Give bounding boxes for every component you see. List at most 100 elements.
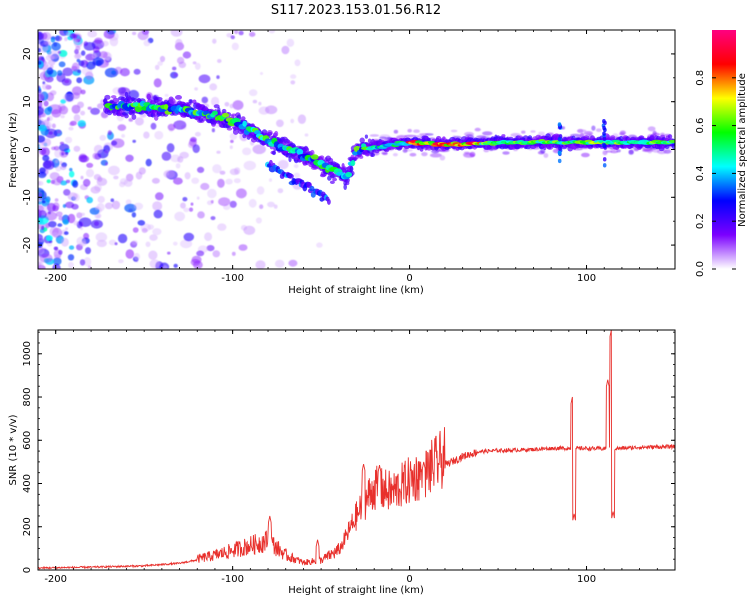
spectrogram-noise-blob: [38, 106, 44, 116]
spectrogram-noise-blob: [231, 42, 239, 51]
spectrogram-signal-halo: [618, 135, 624, 142]
snr-y-tick-label: 200: [22, 517, 33, 536]
spectrogram-y-tick-label: -20: [22, 237, 33, 253]
spectrogram-noise-blob: [65, 151, 69, 155]
spectrogram-signal-halo: [501, 134, 506, 138]
spectrogram-signal-halo: [267, 131, 273, 136]
spectrogram-noise-blob: [83, 178, 91, 187]
spectrogram-noise-blob: [286, 38, 295, 47]
spectrogram-noise-blob: [76, 58, 81, 63]
spectrogram-noise-blob: [83, 232, 90, 240]
spectrogram-noise-blob: [143, 131, 150, 139]
spectrogram-signal-branch: [287, 173, 294, 179]
spectrogram-noise-blob: [65, 136, 73, 144]
spectrogram-noise-blob: [73, 145, 81, 152]
spectrogram-noise-blob: [38, 32, 44, 40]
spectrogram-noise-blob: [277, 159, 289, 170]
spectrogram-signal-halo: [231, 113, 237, 117]
spectrogram-noise-blob: [41, 147, 50, 157]
spectrogram-noise-blob: [421, 152, 428, 157]
spectrogram-noise-blob: [521, 130, 526, 134]
spectrogram-noise-blob: [54, 198, 59, 202]
spectrogram-x-tick-label: -200: [44, 273, 67, 284]
spectrogram-noise-blob: [657, 149, 667, 155]
spectrogram-signal-branch: [269, 159, 273, 167]
colorbar-tick-label: 0.2: [695, 213, 706, 229]
spectrogram-noise-blob: [392, 153, 398, 157]
spectrogram-noise-blob: [51, 109, 62, 118]
spectrogram-noise-blob: [45, 223, 50, 229]
spectrogram-noise-blob: [229, 145, 233, 149]
spectrogram-noise-blob: [77, 101, 84, 109]
spectrogram-noise-blob: [402, 148, 408, 153]
spectrogram-noise-blob: [293, 164, 299, 169]
spectrogram-noise-blob: [153, 78, 162, 88]
spectrogram-y-tick-label: 20: [22, 48, 33, 61]
spectrogram-noise-blob: [79, 259, 86, 266]
spectrogram-noise-blob: [132, 139, 136, 143]
colorbar-tick-label: 0.6: [695, 118, 706, 134]
spectrogram-noise-blob: [108, 239, 117, 246]
spectrogram-noise-blob: [38, 261, 44, 268]
spectrogram-noise-blob: [281, 45, 290, 55]
spectrogram-y-tick-label: 10: [22, 95, 33, 108]
spectrogram-noise-blob: [229, 200, 237, 208]
spectrogram-noise-blob: [67, 192, 78, 201]
spectrogram-noise-blob: [79, 226, 84, 231]
spectrogram-noise-blob: [57, 223, 63, 227]
spectrogram-noise-blob: [204, 232, 213, 242]
spectrogram-noise-blob: [80, 212, 86, 216]
spectrogram-noise-blob: [38, 210, 47, 219]
spectrogram-noise-blob: [192, 61, 197, 65]
spectrogram-noise-blob: [46, 202, 56, 212]
spectrogram-noise-blob: [90, 107, 100, 115]
spectrogram-spike: [602, 157, 607, 162]
spectrogram-signal-core: [310, 154, 319, 160]
spectrogram-noise-blob: [191, 177, 200, 184]
spectrogram-noise-blob: [243, 160, 256, 171]
spectrogram-noise-blob: [153, 209, 163, 219]
spectrogram-signal-core: [668, 139, 675, 143]
spectrogram-noise-blob: [147, 224, 155, 230]
spectrogram-noise-blob: [57, 70, 63, 76]
spectrogram-noise-blob: [94, 37, 103, 44]
spectrogram-noise-blob: [207, 188, 217, 199]
spectrogram-noise-blob: [80, 110, 86, 116]
spectrogram-signal-halo: [146, 93, 151, 100]
spectrogram-noise-blob: [259, 204, 264, 209]
spectrogram-signal-core: [350, 160, 356, 166]
spectrogram-signal-halo: [370, 153, 375, 157]
spectrogram-noise-blob: [58, 143, 70, 152]
spectrogram-noise-blob: [52, 263, 61, 269]
spectrogram-y-axis-label: Frequency (Hz): [8, 112, 19, 188]
spectrogram-noise-blob: [132, 227, 139, 233]
spectrogram-noise-blob: [42, 155, 50, 162]
spectrogram-noise-blob: [157, 61, 163, 66]
spectrogram-noise-blob: [152, 201, 163, 211]
spectrogram-noise-blob: [99, 134, 107, 141]
spectrogram-signal-halo: [152, 110, 158, 117]
spectrogram-noise-blob: [61, 151, 66, 155]
spectrogram-signal-halo: [272, 150, 276, 156]
spectrogram-noise-blob: [482, 131, 493, 136]
spectrogram-noise-blob: [249, 89, 258, 97]
spectrogram-noise-blob: [55, 165, 62, 172]
spectrogram-noise-blob: [68, 126, 74, 131]
spectrogram-noise-blob: [148, 250, 158, 260]
spectrogram-noise-blob: [78, 154, 88, 163]
spectrogram-noise-blob: [184, 172, 191, 180]
spectrogram-noise-blob: [369, 134, 380, 137]
spectrogram-noise-blob: [172, 66, 177, 71]
spectrogram-noise-blob: [288, 259, 298, 267]
spectrogram-noise-blob: [72, 180, 79, 188]
spectrogram-noise-blob: [150, 122, 157, 130]
snr-x-tick-label: -200: [44, 574, 67, 585]
spectrogram-spike: [602, 163, 607, 168]
spectrogram-noise-blob: [194, 62, 201, 70]
spectrogram-noise-blob: [65, 31, 71, 37]
spectrogram-signal-core: [163, 104, 169, 110]
spectrogram-signal-halo: [442, 136, 446, 140]
spectrogram-noise-blob: [64, 231, 69, 236]
spectrogram-y-tick-label: -10: [22, 189, 33, 205]
spectrogram-noise-blob: [81, 50, 86, 56]
